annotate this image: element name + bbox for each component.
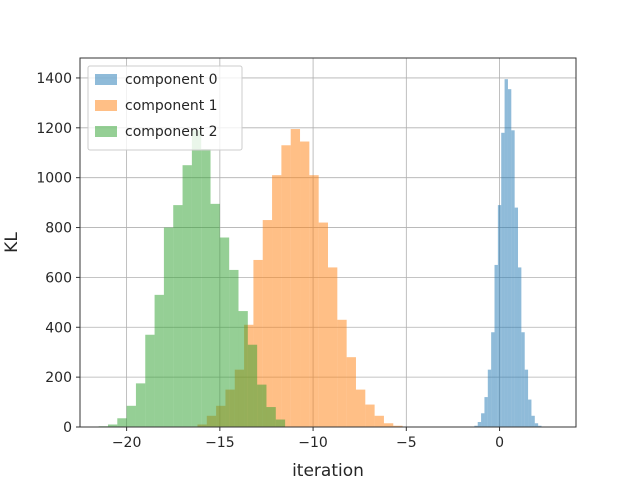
bar-component-1-bin-8	[272, 175, 282, 427]
x-tick-label-1: −15	[205, 435, 235, 451]
legend-label-component-0: component 0	[125, 72, 218, 88]
x-tick-label-3: −5	[396, 435, 417, 451]
y-tick-label-2: 400	[45, 320, 72, 336]
bar-component-0-bin-16	[528, 399, 532, 427]
bar-component-1-bin-14	[328, 267, 338, 427]
legend: component 0 component 1 component 2	[87, 65, 243, 151]
series-component-2	[98, 130, 286, 428]
bar-component-1-bin-19	[374, 415, 384, 427]
bar-component-0-bin-14	[521, 332, 525, 427]
legend-box	[87, 65, 243, 151]
bar-component-0-bin-4	[487, 369, 492, 427]
bar-component-0-bin-11	[511, 130, 515, 427]
y-tick-label-7: 1400	[36, 71, 72, 87]
bar-component-2-bin-3	[126, 405, 136, 427]
bar-component-2-bin-7	[163, 227, 174, 427]
bar-component-1-bin-9	[281, 145, 291, 427]
legend-label-component-1: component 1	[125, 98, 218, 114]
legend-label-component-2: component 2	[125, 124, 218, 140]
bar-component-0-bin-18	[534, 423, 539, 427]
bar-component-1-bin-6	[253, 259, 263, 427]
plot-area-frame	[79, 57, 577, 428]
bar-component-0-bin-15	[524, 369, 529, 427]
y-tick-label-0: 0	[63, 420, 72, 436]
bar-component-2-bin-12	[210, 203, 220, 427]
bar-component-0-bin-1	[477, 422, 482, 427]
y-tick-label-3: 600	[45, 270, 72, 286]
bar-component-0-bin-10	[507, 89, 512, 428]
y-tick-label-1: 200	[45, 370, 72, 386]
bar-component-0-bin-13	[518, 267, 522, 427]
bar-component-0-bin-17	[531, 415, 535, 427]
bar-component-2-bin-11	[201, 149, 211, 428]
bar-component-0-bin-19	[538, 425, 542, 427]
legend-swatch-component-0	[95, 74, 117, 85]
bar-component-0-bin-7	[497, 205, 502, 427]
bar-component-2-bin-9	[182, 165, 192, 427]
bar-component-2-bin-2	[117, 418, 127, 427]
x-tick-label-4: 0	[495, 435, 504, 451]
bar-component-2-bin-8	[173, 205, 183, 427]
bar-component-2-bin-4	[135, 383, 146, 427]
legend-swatch-component-1	[95, 100, 117, 111]
bar-component-1-bin-10	[290, 129, 301, 427]
bar-component-1-bin-20	[383, 423, 394, 427]
bar-component-2-bin-1	[107, 424, 118, 427]
bar-component-0-bin-5	[491, 332, 495, 427]
bar-component-2-bin-16	[247, 344, 258, 427]
bar-component-1-bin-21	[393, 425, 403, 427]
x-axis-label: iteration	[292, 461, 364, 480]
bar-component-1-bin-15	[337, 319, 347, 427]
bar-component-1-bin-17	[355, 389, 366, 427]
bar-component-1-bin-16	[346, 357, 356, 427]
bar-component-0-bin-9	[504, 79, 508, 427]
bar-component-2-bin-10	[191, 130, 202, 427]
bar-component-1-bin-18	[365, 404, 375, 427]
bar-component-2-bin-5	[145, 334, 155, 427]
bar-component-0-bin-2	[481, 413, 485, 427]
bar-component-2-bin-19	[275, 419, 286, 427]
y-tick-label-6: 1200	[36, 121, 72, 137]
bar-component-1-bin-7	[262, 220, 273, 427]
legend-swatch-component-2	[95, 126, 117, 137]
y-tick-label-5: 1000	[36, 171, 72, 187]
bar-component-0-bin-3	[484, 397, 488, 427]
axis-ticks: −20 −15 −10 −5 0 0 200 400 600 800 1000 1200 1400	[36, 71, 504, 451]
bar-component-2-bin-18	[266, 407, 276, 427]
bar-component-0-bin-12	[514, 207, 519, 427]
bar-component-1-bin-13	[318, 222, 328, 427]
y-tick-label-4: 800	[45, 221, 72, 237]
series-component-0	[474, 79, 542, 428]
bar-component-2-bin-17	[257, 384, 267, 427]
bar-component-2-bin-13	[219, 237, 230, 427]
x-tick-label-0: −20	[112, 435, 142, 451]
bar-component-1-bin-11	[300, 141, 310, 427]
histogram-bars	[98, 79, 542, 428]
y-axis-label: KL	[2, 232, 22, 253]
bar-component-0-bin-8	[501, 132, 505, 427]
bar-component-2-bin-6	[154, 294, 164, 427]
bar-component-2-bin-15	[238, 311, 248, 427]
bar-component-2-bin-14	[229, 269, 239, 427]
bar-component-0-bin-0	[474, 425, 478, 427]
x-tick-label-2: −10	[298, 435, 328, 451]
bar-component-1-bin-12	[309, 175, 319, 427]
bar-component-0-bin-6	[494, 264, 498, 427]
